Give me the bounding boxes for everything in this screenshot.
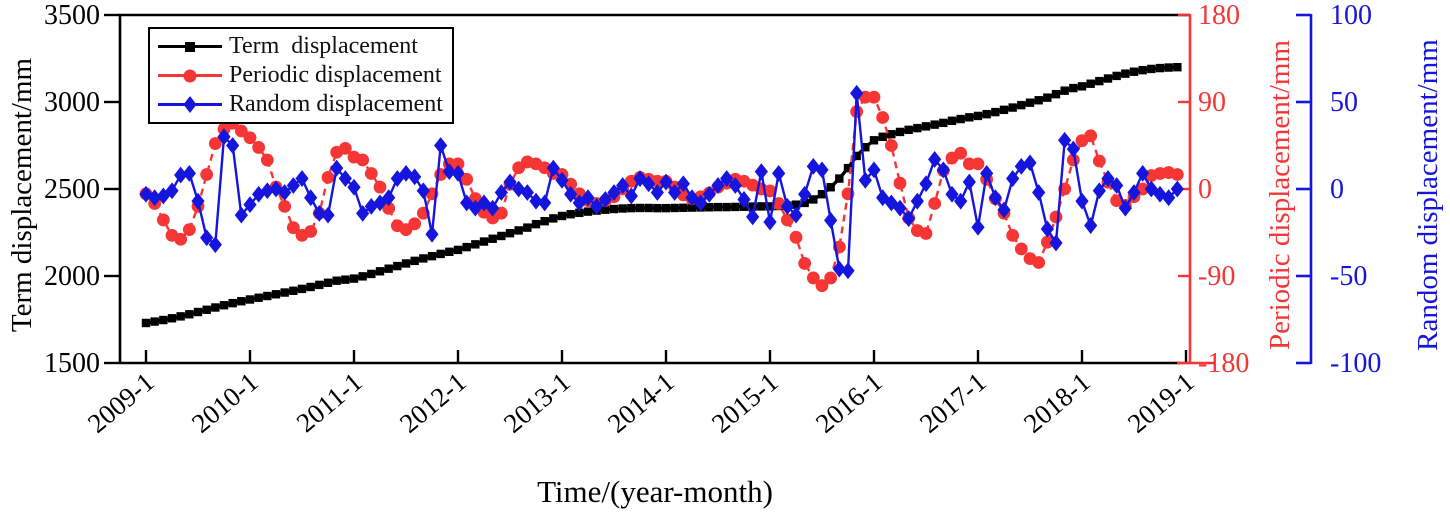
svg-text:180: 180 bbox=[1198, 0, 1240, 31]
svg-text:2000: 2000 bbox=[44, 261, 100, 292]
svg-text:3500: 3500 bbox=[44, 0, 100, 31]
chart-legend: Term displacement Periodic displacement … bbox=[148, 27, 454, 124]
svg-text:50: 50 bbox=[1330, 87, 1358, 118]
square-marker-icon bbox=[185, 41, 195, 52]
left-axis: 1500 2000 2500 3000 3500 bbox=[44, 0, 120, 379]
random-axis: 100 50 0 -50 -100 bbox=[1296, 0, 1381, 379]
svg-text:2016-1: 2016-1 bbox=[810, 367, 888, 439]
svg-text:-50: -50 bbox=[1330, 261, 1367, 292]
legend-item-periodic: Periodic displacement bbox=[158, 61, 446, 90]
svg-text:-180: -180 bbox=[1198, 348, 1249, 379]
periodic-axis: 180 90 0 -90 -180 bbox=[1178, 0, 1249, 379]
svg-text:2019-1: 2019-1 bbox=[1122, 367, 1200, 439]
x-axis-title: Time/(year-month) bbox=[537, 474, 773, 509]
svg-text:2500: 2500 bbox=[44, 174, 100, 205]
legend-label-periodic: Periodic displacement bbox=[229, 62, 442, 88]
svg-text:3000: 3000 bbox=[44, 87, 100, 118]
legend-item-random: Random displacement bbox=[158, 90, 446, 119]
svg-text:-100: -100 bbox=[1330, 348, 1381, 379]
legend-item-term: Term displacement bbox=[158, 32, 446, 61]
periodic-axis-title: Periodic displacement/mm bbox=[1264, 39, 1296, 351]
circle-marker-icon bbox=[183, 69, 197, 82]
term-displacement-series bbox=[141, 63, 1182, 328]
left-axis-title: Term displacement/mm bbox=[6, 57, 38, 333]
periodic-series-sample bbox=[158, 66, 222, 86]
svg-text:2015-1: 2015-1 bbox=[706, 367, 784, 439]
svg-text:100: 100 bbox=[1330, 0, 1372, 31]
svg-text:2010-1: 2010-1 bbox=[186, 367, 264, 439]
svg-text:90: 90 bbox=[1198, 87, 1226, 118]
svg-text:-90: -90 bbox=[1198, 261, 1235, 292]
term-series-sample bbox=[158, 37, 222, 57]
svg-text:0: 0 bbox=[1330, 174, 1344, 205]
svg-text:1500: 1500 bbox=[44, 348, 100, 379]
svg-text:2012-1: 2012-1 bbox=[394, 367, 472, 439]
svg-text:2014-1: 2014-1 bbox=[602, 367, 680, 439]
svg-text:2018-1: 2018-1 bbox=[1018, 367, 1096, 439]
svg-text:2011-1: 2011-1 bbox=[291, 367, 368, 439]
svg-text:2017-1: 2017-1 bbox=[914, 367, 992, 439]
legend-label-random: Random displacement bbox=[229, 91, 443, 117]
random-series-sample bbox=[158, 95, 222, 115]
diamond-marker-icon bbox=[183, 96, 197, 113]
legend-label-term: Term displacement bbox=[229, 33, 418, 59]
random-axis-title: Random displacement/mm bbox=[1412, 39, 1444, 351]
svg-text:2013-1: 2013-1 bbox=[498, 367, 576, 439]
random-displacement-series bbox=[139, 84, 1184, 280]
svg-text:0: 0 bbox=[1198, 174, 1212, 205]
